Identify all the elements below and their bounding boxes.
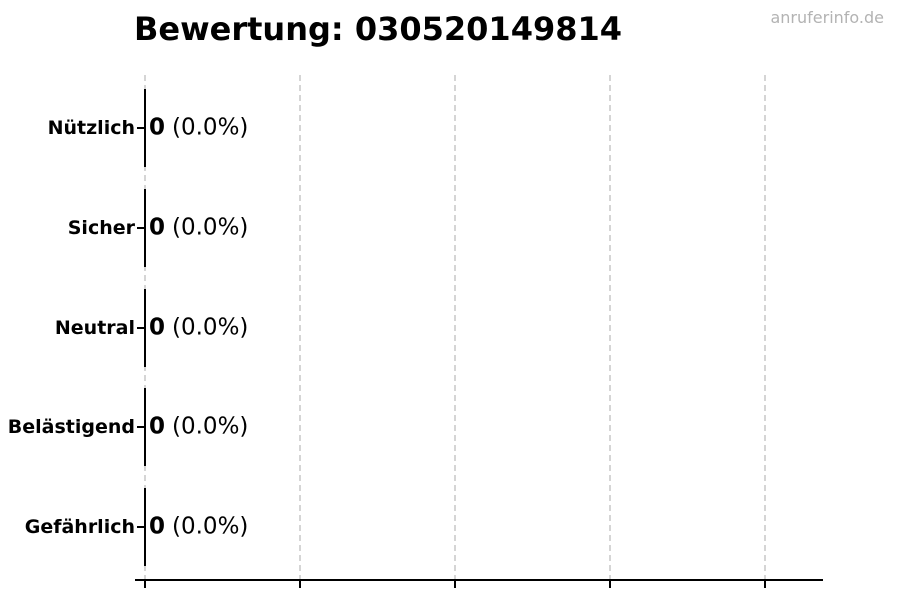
x-axis-tick — [764, 581, 766, 588]
chart-title: Bewertung: 030520149814 — [133, 10, 623, 48]
category-label: Nützlich — [47, 117, 135, 139]
x-axis-tick — [299, 581, 301, 588]
y-axis-tick — [137, 127, 145, 129]
zero-width-bar — [144, 488, 146, 566]
x-axis-tick — [609, 581, 611, 588]
bar-annotation: 0 (0.0%) — [149, 314, 249, 341]
gridline — [299, 75, 301, 580]
bar-value: 0 — [149, 413, 166, 440]
gridline — [609, 75, 611, 580]
bar-annotation: 0 (0.0%) — [149, 413, 249, 440]
bar-value: 0 — [149, 513, 166, 540]
bar-percentage: (0.0%) — [172, 513, 249, 540]
y-axis-tick — [137, 426, 145, 428]
bar-percentage: (0.0%) — [172, 413, 249, 440]
bar-percentage: (0.0%) — [172, 314, 249, 341]
y-axis-tick — [137, 327, 145, 329]
category-label: Sicher — [67, 217, 135, 239]
bar-value: 0 — [149, 214, 166, 241]
bar-annotation: 0 (0.0%) — [149, 214, 249, 241]
zero-width-bar — [144, 189, 146, 267]
gridline — [454, 75, 456, 580]
watermark-link: anruferinfo.de — [770, 8, 884, 27]
x-axis-tick — [144, 581, 146, 588]
bar-percentage: (0.0%) — [172, 114, 249, 141]
bar-percentage: (0.0%) — [172, 214, 249, 241]
category-label: Neutral — [54, 317, 135, 339]
y-axis-tick — [137, 526, 145, 528]
x-axis-line — [135, 579, 823, 581]
zero-width-bar — [144, 388, 146, 466]
bar-value: 0 — [149, 114, 166, 141]
bar-annotation: 0 (0.0%) — [149, 114, 249, 141]
category-label: Gefährlich — [24, 516, 135, 538]
gridline — [764, 75, 766, 580]
bar-annotation: 0 (0.0%) — [149, 513, 249, 540]
y-axis-tick — [137, 227, 145, 229]
zero-width-bar — [144, 289, 146, 367]
x-axis-tick — [454, 581, 456, 588]
bar-value: 0 — [149, 314, 166, 341]
category-label: Belästigend — [7, 416, 135, 438]
zero-width-bar — [144, 89, 146, 167]
